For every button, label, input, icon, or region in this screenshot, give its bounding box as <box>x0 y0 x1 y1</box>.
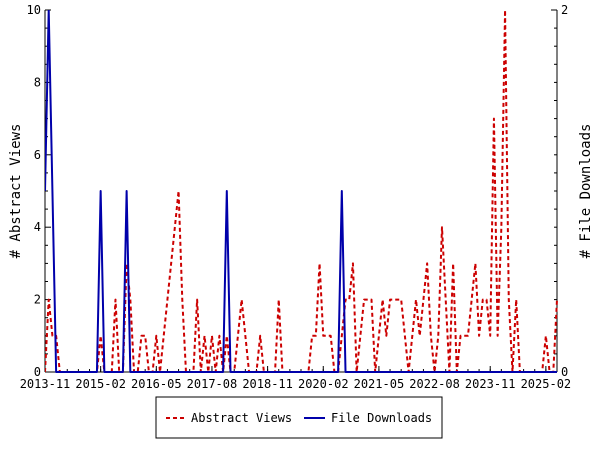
y-left-tick-label: 6 <box>34 148 41 162</box>
x-tick-label: 2013-11 <box>20 377 71 391</box>
y-axis-left-title: # Abstract Views <box>8 124 24 259</box>
x-tick-label: 2022-08 <box>409 377 460 391</box>
x-tick-label: 2025-02 <box>521 377 572 391</box>
x-tick-label: 2023-11 <box>465 377 516 391</box>
legend: Abstract Views File Downloads <box>155 396 443 439</box>
y-left-tick-label: 10 <box>27 3 41 17</box>
legend-box <box>155 396 443 439</box>
y-axis-right-ticks: 02 <box>551 3 568 379</box>
y-right-tick-label: 0 <box>561 365 568 379</box>
y-left-tick-label: 2 <box>34 293 41 307</box>
x-tick-label: 2018-11 <box>242 377 293 391</box>
y-axis-right-title: # File Downloads <box>578 124 594 259</box>
legend-label-file-downloads: File Downloads <box>331 411 432 425</box>
x-tick-label: 2016-05 <box>131 377 182 391</box>
y-left-tick-label: 0 <box>34 365 41 379</box>
y-left-tick-label: 4 <box>34 220 41 234</box>
y-right-tick-label: 2 <box>561 3 568 17</box>
x-axis-ticks: 2013-11 2015-02 2016-05 2017-08 2018-11 2020-… <box>20 366 571 391</box>
x-tick-label: 2017-08 <box>187 377 238 391</box>
series-line-abstract-views <box>45 10 558 373</box>
x-tick-label: 2020-02 <box>298 377 349 391</box>
series-layer <box>45 10 558 373</box>
legend-label-abstract-views: Abstract Views <box>191 411 292 425</box>
x-tick-label: 2021-05 <box>354 377 405 391</box>
y-left-tick-label: 8 <box>34 75 41 89</box>
series-line-file-downloads <box>45 10 557 373</box>
x-tick-label: 2015-02 <box>75 377 126 391</box>
